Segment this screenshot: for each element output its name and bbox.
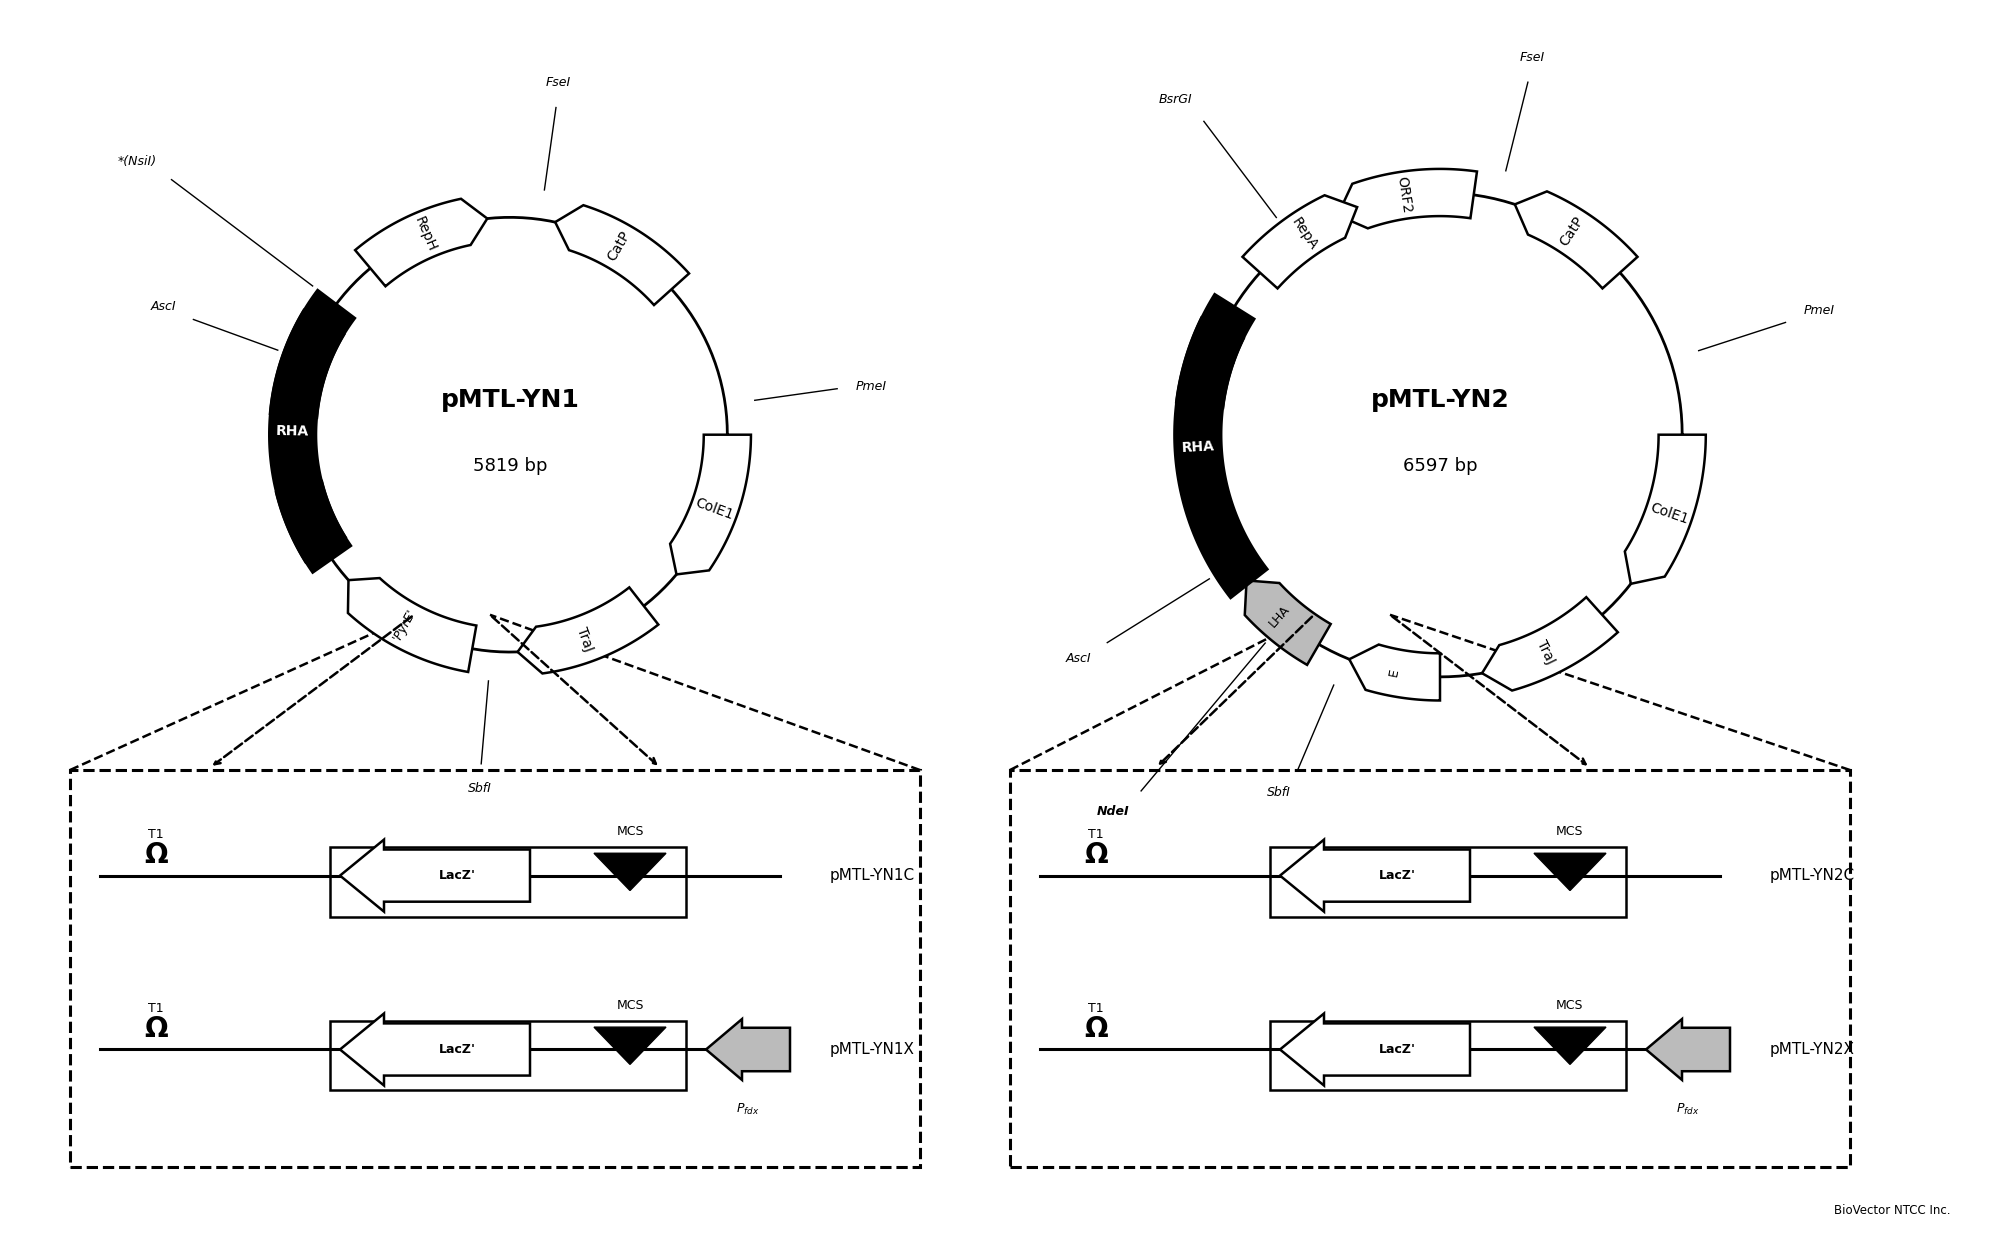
Text: E: E bbox=[1386, 667, 1400, 678]
Text: TraJ: TraJ bbox=[1534, 638, 1558, 667]
Polygon shape bbox=[1176, 307, 1244, 409]
Text: 6597 bp: 6597 bp bbox=[1402, 457, 1478, 474]
Polygon shape bbox=[348, 578, 476, 672]
Text: RepH: RepH bbox=[412, 215, 438, 255]
Text: pMTL-YN1X: pMTL-YN1X bbox=[830, 1042, 916, 1057]
Polygon shape bbox=[1624, 435, 1706, 584]
Bar bbox=[1270, 1021, 1626, 1090]
Text: CatP: CatP bbox=[604, 229, 632, 265]
Polygon shape bbox=[1534, 1027, 1606, 1064]
Text: MCS: MCS bbox=[1556, 826, 1584, 838]
Text: ColE1: ColE1 bbox=[1648, 501, 1690, 527]
Polygon shape bbox=[1174, 294, 1268, 599]
Text: FseI: FseI bbox=[1520, 51, 1546, 65]
Polygon shape bbox=[518, 587, 658, 673]
Polygon shape bbox=[276, 465, 346, 563]
Text: 'PyrE': 'PyrE' bbox=[390, 606, 418, 643]
Text: Ω: Ω bbox=[144, 1015, 168, 1043]
Bar bbox=[1270, 847, 1626, 917]
Text: FseI: FseI bbox=[546, 76, 572, 89]
Polygon shape bbox=[1244, 580, 1330, 664]
Text: T1: T1 bbox=[1088, 1002, 1104, 1015]
Text: RepA: RepA bbox=[1288, 215, 1320, 252]
Polygon shape bbox=[706, 1018, 790, 1079]
Text: T1: T1 bbox=[1088, 828, 1104, 841]
Text: MCS: MCS bbox=[616, 826, 644, 838]
Text: *(NsiI): *(NsiI) bbox=[118, 155, 156, 169]
Bar bbox=[330, 847, 686, 917]
Polygon shape bbox=[270, 289, 356, 573]
Text: CatP: CatP bbox=[1558, 215, 1586, 248]
Text: pMTL-YN2X: pMTL-YN2X bbox=[1770, 1042, 1856, 1057]
Polygon shape bbox=[340, 840, 530, 912]
Polygon shape bbox=[594, 853, 666, 891]
Text: BsrGI: BsrGI bbox=[1160, 93, 1192, 107]
Bar bbox=[1010, 770, 1850, 1167]
Text: PmeI: PmeI bbox=[856, 380, 886, 392]
Text: AscI: AscI bbox=[1066, 652, 1092, 666]
Polygon shape bbox=[1514, 191, 1638, 288]
Polygon shape bbox=[1646, 1018, 1730, 1079]
Text: Ω: Ω bbox=[1084, 841, 1108, 869]
Text: LacZ': LacZ' bbox=[438, 869, 476, 882]
Text: pMTL-YN1: pMTL-YN1 bbox=[440, 388, 580, 412]
Text: CD0188: CD0188 bbox=[1186, 339, 1238, 369]
Polygon shape bbox=[1280, 840, 1470, 912]
Text: T1: T1 bbox=[148, 828, 164, 841]
Text: pMTL-YN2C: pMTL-YN2C bbox=[1770, 868, 1856, 883]
Text: MCS: MCS bbox=[1556, 1000, 1584, 1012]
Text: TraJ: TraJ bbox=[574, 625, 596, 653]
Text: RHA: RHA bbox=[1182, 440, 1216, 456]
Text: $\mathit{P}_{fdx}$: $\mathit{P}_{fdx}$ bbox=[736, 1103, 760, 1118]
Text: LacZ': LacZ' bbox=[1378, 869, 1416, 882]
Text: LHA: LHA bbox=[292, 499, 320, 519]
Bar bbox=[330, 1021, 686, 1090]
Text: pMTL-YN1C: pMTL-YN1C bbox=[830, 868, 916, 883]
Text: Ω: Ω bbox=[1084, 1015, 1108, 1043]
Text: NdeI: NdeI bbox=[1096, 805, 1130, 818]
Polygon shape bbox=[594, 1027, 666, 1064]
Bar bbox=[70, 770, 920, 1167]
Text: ORF2: ORF2 bbox=[1394, 175, 1414, 215]
Polygon shape bbox=[1534, 853, 1606, 891]
Text: LacZ': LacZ' bbox=[438, 1043, 476, 1056]
Text: PmeI: PmeI bbox=[1804, 304, 1834, 317]
Polygon shape bbox=[1242, 195, 1358, 288]
Polygon shape bbox=[270, 304, 344, 417]
Text: BioVector NTCC Inc.: BioVector NTCC Inc. bbox=[1834, 1205, 1950, 1217]
Text: 5819 bp: 5819 bp bbox=[472, 457, 548, 474]
Text: ColE1: ColE1 bbox=[694, 496, 736, 523]
Text: SbfI: SbfI bbox=[468, 782, 492, 795]
Text: pMTL-YN2: pMTL-YN2 bbox=[1370, 388, 1510, 412]
Polygon shape bbox=[1338, 169, 1476, 229]
Polygon shape bbox=[1350, 645, 1440, 700]
Text: RHA: RHA bbox=[276, 424, 310, 438]
Polygon shape bbox=[1482, 597, 1618, 691]
Text: LHA: LHA bbox=[1266, 602, 1292, 630]
Text: Ω: Ω bbox=[144, 841, 168, 869]
Text: MCS: MCS bbox=[616, 1000, 644, 1012]
Polygon shape bbox=[556, 205, 690, 306]
Text: T1: T1 bbox=[148, 1002, 164, 1015]
Text: CD0188: CD0188 bbox=[282, 342, 332, 371]
Text: SbfI: SbfI bbox=[1266, 786, 1290, 800]
Text: AscI: AscI bbox=[150, 301, 176, 313]
Text: $\mathit{P}_{fdx}$: $\mathit{P}_{fdx}$ bbox=[1676, 1103, 1700, 1118]
Polygon shape bbox=[670, 435, 750, 574]
Text: LacZ': LacZ' bbox=[1378, 1043, 1416, 1056]
Polygon shape bbox=[340, 1013, 530, 1086]
Polygon shape bbox=[1280, 1013, 1470, 1086]
Polygon shape bbox=[356, 199, 488, 286]
